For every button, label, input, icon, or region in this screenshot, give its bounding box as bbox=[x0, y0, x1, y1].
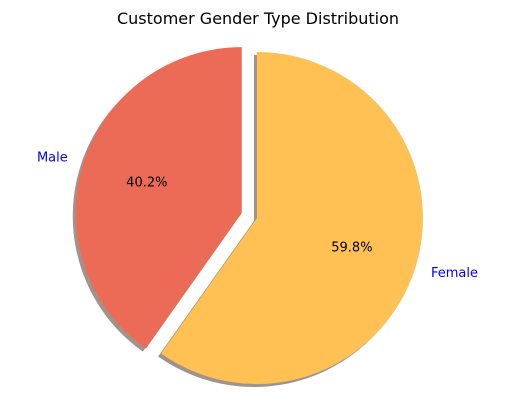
pie-slices bbox=[75, 47, 423, 385]
category-label-female: Female bbox=[431, 266, 478, 281]
pie-slice-male bbox=[75, 47, 242, 349]
slice-labels: Male 40.2% Female 59.8% bbox=[37, 150, 478, 281]
percent-label-female: 59.8% bbox=[331, 241, 372, 256]
percent-label-male: 40.2% bbox=[126, 175, 167, 190]
category-label-male: Male bbox=[37, 150, 68, 165]
chart-title: Customer Gender Type Distribution bbox=[117, 9, 399, 28]
pie-slice-female bbox=[161, 51, 423, 385]
